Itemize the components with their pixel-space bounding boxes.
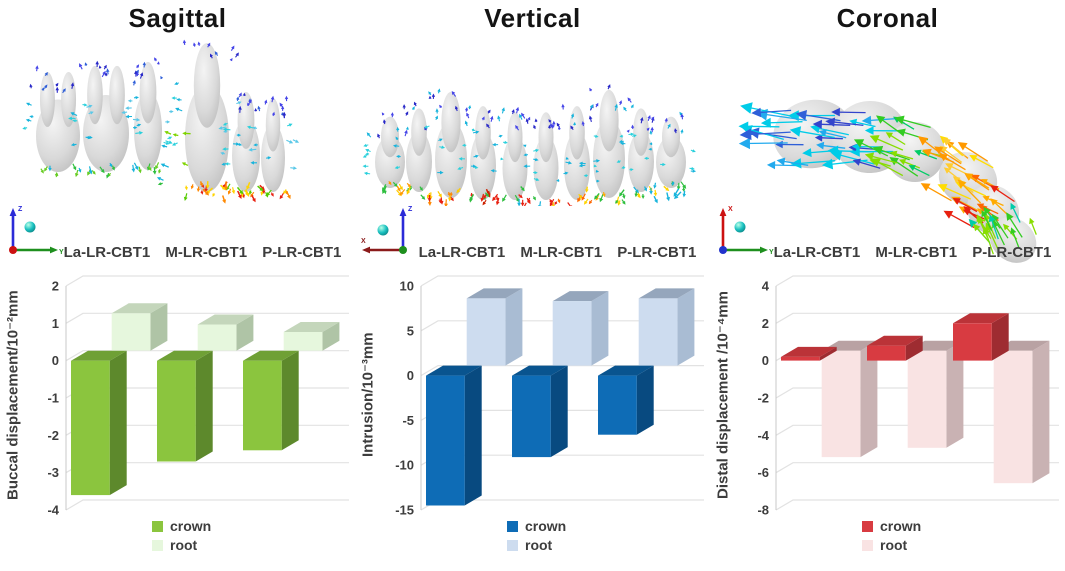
root-color-swatch	[152, 539, 163, 551]
legend-label-root: root	[525, 537, 553, 553]
y-axis-title: Distal displacement /10⁻⁴mm	[714, 291, 732, 499]
panel-title-sagittal: Sagittal	[128, 3, 227, 33]
sagittal-chart-zone: Buccal displacement/10⁻²mm 2 1 0 -1 -2 -3 -4	[0, 264, 355, 526]
svg-text:-10: -10	[395, 458, 414, 473]
root-color-swatch	[862, 539, 873, 551]
chart-legend: crown root	[507, 518, 710, 553]
legend-item-crown: crown	[862, 518, 921, 534]
vertical-chart-zone: Intrusion/10⁻³mm 10 5 0 -5 -10 -15	[355, 264, 710, 526]
coordinate-triad-icon: XY	[719, 206, 774, 256]
svg-text:4: 4	[762, 279, 770, 294]
svg-text:2: 2	[52, 279, 59, 294]
legend-item-root: root	[862, 537, 907, 553]
category-labels: La-LR-CBT1 M-LR-CBT1 P-LR-CBT1	[766, 244, 1059, 261]
svg-text:0: 0	[407, 368, 414, 383]
svg-text:10: 10	[400, 279, 414, 294]
legend-item-root: root	[152, 537, 197, 553]
svg-text:1: 1	[52, 316, 59, 331]
svg-text:-15: -15	[395, 503, 414, 518]
coronal-chart-zone: Distal displacement /10⁻⁴mm 4 2 0 -2 -4 -6 -8	[710, 264, 1065, 526]
category-labels: La-LR-CBT1 M-LR-CBT1 P-LR-CBT1	[56, 244, 349, 261]
coordinate-triad-icon: ZX	[361, 206, 413, 254]
category-label: M-LR-CBT1	[165, 244, 248, 261]
category-label: P-LR-CBT1	[972, 244, 1052, 261]
svg-text:2: 2	[762, 316, 769, 331]
svg-text:5: 5	[407, 323, 414, 338]
legend-label-crown: crown	[525, 518, 567, 534]
y-axis-title: Buccal displacement/10⁻²mm	[4, 290, 22, 500]
category-label: P-LR-CBT1	[262, 244, 342, 261]
svg-text:-1: -1	[47, 391, 59, 406]
svg-text:-4: -4	[757, 428, 769, 443]
sagittal-bar-chart: 2 1 0 -1 -2 -3 -4	[47, 275, 349, 518]
category-label: P-LR-CBT1	[617, 244, 697, 261]
svg-text:0: 0	[52, 353, 59, 368]
root-color-swatch	[507, 539, 518, 551]
svg-text:-6: -6	[757, 465, 769, 480]
svg-text:-8: -8	[757, 503, 769, 518]
svg-text:-2: -2	[47, 428, 59, 443]
vertical-teeth-model	[362, 84, 697, 206]
svg-text:-2: -2	[757, 391, 769, 406]
vertical-bar-chart: 10 5 0 -5 -10 -15	[395, 275, 704, 518]
svg-text:-5: -5	[402, 413, 414, 428]
legend-item-root: root	[507, 537, 552, 553]
legend-item-crown: crown	[507, 518, 566, 534]
chart-legend: crown root	[862, 518, 1065, 553]
coordinate-triad-icon: ZY	[9, 206, 64, 256]
svg-text:0: 0	[762, 353, 769, 368]
svg-text:Z: Z	[18, 206, 23, 213]
legend-label-root: root	[880, 537, 908, 553]
legend-label-crown: crown	[170, 518, 212, 534]
svg-text:X: X	[361, 238, 366, 245]
category-label: La-LR-CBT1	[63, 244, 151, 261]
crown-color-swatch	[862, 520, 873, 532]
svg-text:Z: Z	[408, 206, 413, 213]
svg-text:-3: -3	[47, 465, 59, 480]
coronal-bar-chart: 4 2 0 -2 -4 -6 -8	[757, 275, 1059, 518]
category-labels: La-LR-CBT1 M-LR-CBT1 P-LR-CBT1	[411, 244, 704, 261]
crown-color-swatch	[152, 520, 163, 532]
coronal-model-area	[710, 34, 1065, 263]
panel-title-vertical: Vertical	[484, 3, 581, 33]
svg-text:-4: -4	[47, 503, 59, 518]
svg-text:Y: Y	[59, 249, 64, 256]
chart-legend: crown root	[152, 518, 355, 553]
category-label: La-LR-CBT1	[418, 244, 506, 261]
legend-item-crown: crown	[152, 518, 211, 534]
svg-text:X: X	[728, 206, 733, 213]
panel-title-coronal: Coronal	[836, 3, 939, 33]
y-axis-title: Intrusion/10⁻³mm	[359, 332, 377, 458]
sagittal-model-area	[0, 34, 355, 206]
svg-text:Y: Y	[769, 249, 774, 256]
vertical-model-area	[355, 34, 710, 206]
legend-label-crown: crown	[880, 518, 922, 534]
category-label: M-LR-CBT1	[520, 244, 603, 261]
category-label: La-LR-CBT1	[773, 244, 861, 261]
category-label: M-LR-CBT1	[875, 244, 958, 261]
crown-color-swatch	[507, 520, 518, 532]
coronal-teeth-model	[738, 99, 1037, 263]
sagittal-teeth-model	[22, 39, 300, 204]
legend-label-root: root	[170, 537, 198, 553]
